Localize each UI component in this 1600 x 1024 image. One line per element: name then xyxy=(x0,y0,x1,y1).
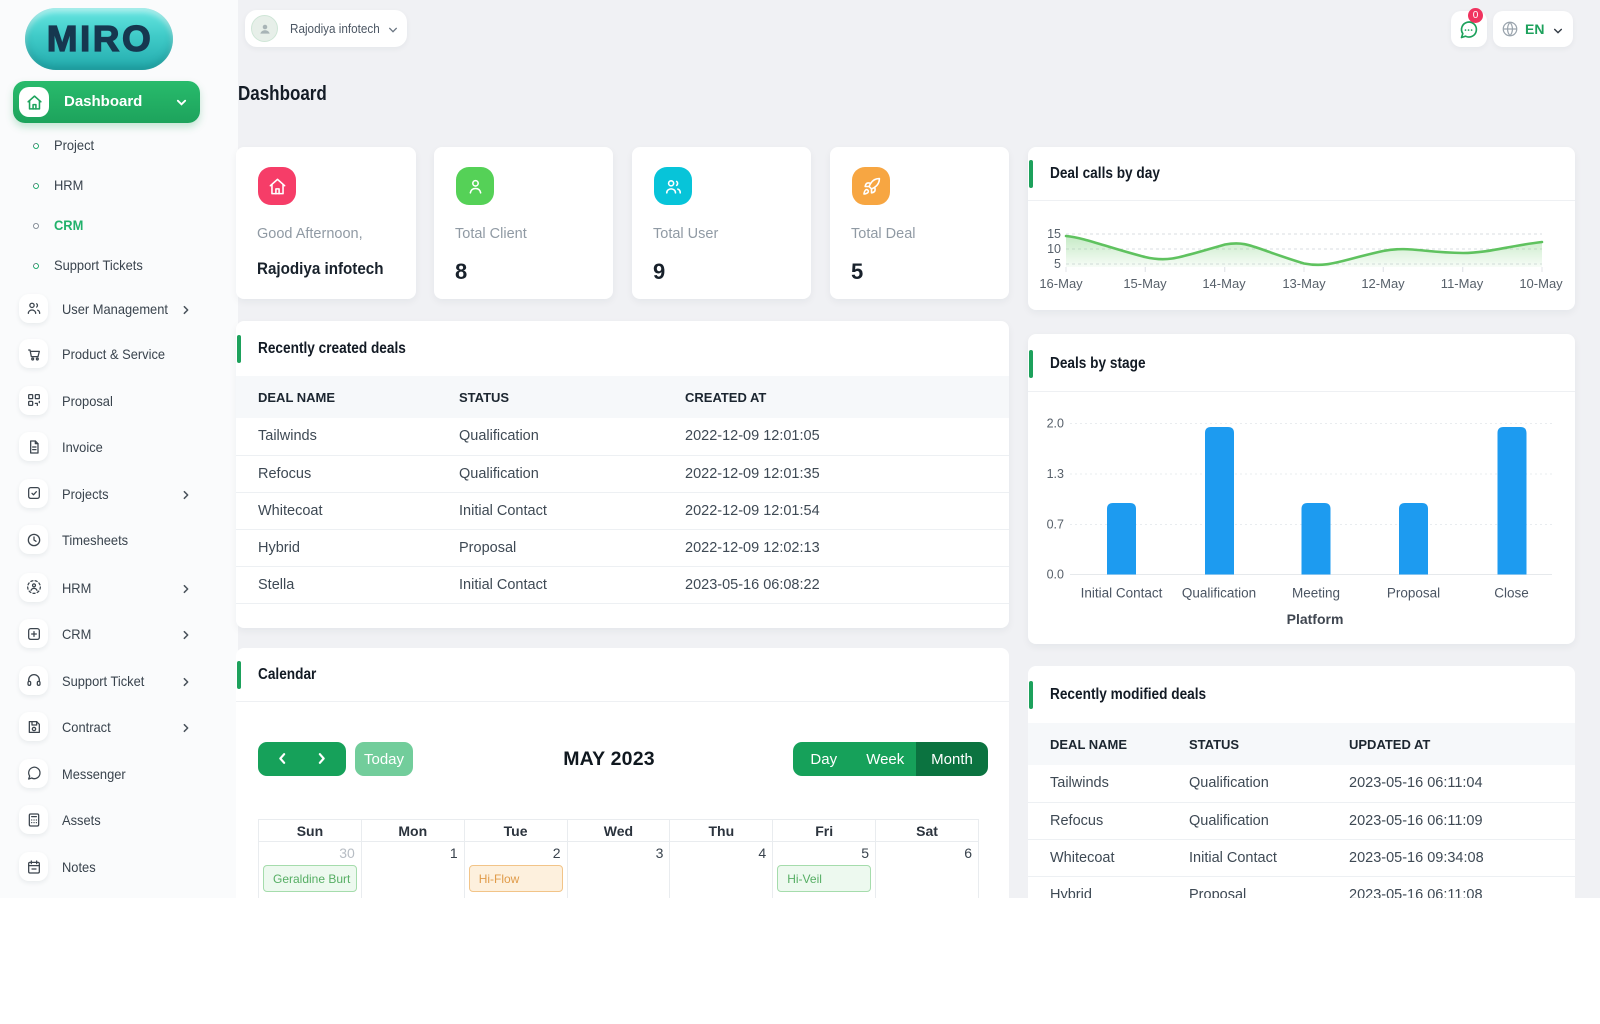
svg-text:0.0: 0.0 xyxy=(1047,568,1064,582)
svg-text:0.7: 0.7 xyxy=(1047,518,1064,532)
svg-text:2.0: 2.0 xyxy=(1047,417,1064,431)
svg-text:10: 10 xyxy=(1047,242,1061,256)
svg-text:Qualification: Qualification xyxy=(1182,586,1256,601)
svg-text:Initial Contact: Initial Contact xyxy=(1081,586,1163,601)
svg-text:15: 15 xyxy=(1047,227,1061,241)
svg-text:Meeting: Meeting xyxy=(1292,586,1340,601)
svg-text:1.3: 1.3 xyxy=(1047,467,1064,481)
svg-text:5: 5 xyxy=(1054,257,1061,271)
svg-text:Proposal: Proposal xyxy=(1387,586,1440,601)
svg-text:Close: Close xyxy=(1494,586,1529,601)
